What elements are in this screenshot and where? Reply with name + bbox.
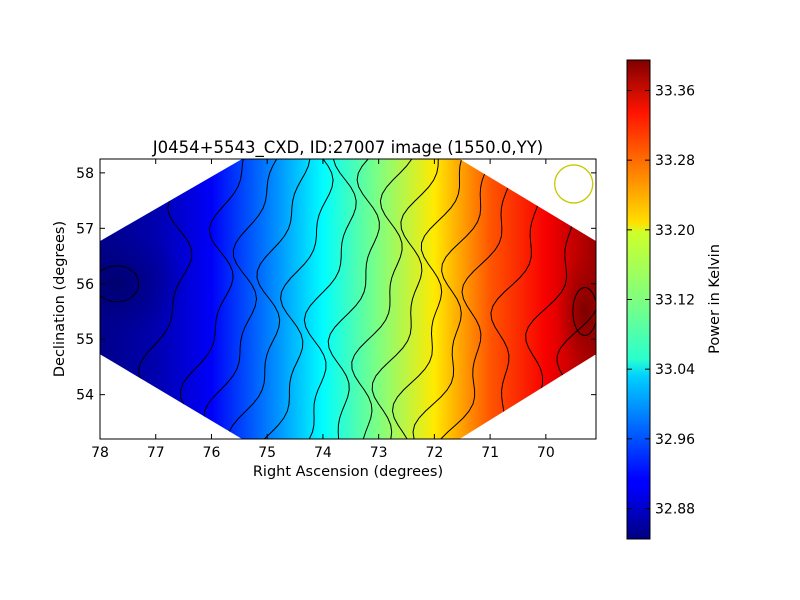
- plot-frame: [99, 158, 597, 440]
- contour-line: [100, 265, 140, 303]
- colorbar-tick-label: 32.88: [655, 502, 695, 518]
- colorbar-tick-label: 33.04: [655, 362, 695, 378]
- x-tick-label: 70: [537, 445, 555, 461]
- colorbar-tick-label: 33.20: [655, 223, 695, 239]
- colorbar-tick-label: 33.12: [655, 293, 695, 309]
- contour-line: [391, 159, 463, 439]
- x-tick-label: 76: [203, 445, 221, 461]
- contour-line: [303, 159, 357, 439]
- colorbar: 32.88 32.96 33.04 33.12 33.20 33.28 33.36 Powe…: [626, 59, 723, 540]
- x-tick-label: 78: [91, 445, 109, 461]
- contour-line: [412, 159, 491, 439]
- contour-line: [180, 159, 244, 439]
- colorbar-label: Power in Kelvin: [707, 244, 723, 354]
- x-tick-label: 75: [258, 445, 276, 461]
- plot-area: 78 77 76 75 74 73 72 71 70 54 55 56 57 58: [76, 158, 597, 461]
- maximum-region: [556, 251, 596, 372]
- minimum-region: [100, 228, 187, 339]
- chart-title: J0454+5543_CXD, ID:27007 image (1550.0,Y…: [152, 138, 543, 158]
- y-axis-label: Declination (degrees): [52, 221, 68, 377]
- colorbar-tick-label: 32.96: [655, 432, 695, 448]
- y-tick-label: 58: [76, 166, 94, 182]
- y-tick-label: 55: [76, 332, 94, 348]
- colorbar-ticks: 32.88 32.96 33.04 33.12 33.20 33.28 33.36: [627, 83, 695, 518]
- colorbar-gradient: [627, 60, 650, 539]
- x-tick-label: 77: [147, 445, 165, 461]
- contour-line: [327, 159, 380, 439]
- x-axis-label: Right Ascension (degrees): [253, 464, 443, 480]
- colorbar-tick-label: 33.36: [655, 83, 695, 99]
- contour-line: [263, 159, 334, 439]
- x-tick-label: 73: [370, 445, 388, 461]
- contour-line: [203, 159, 278, 439]
- x-axis-ticks: 78 77 76 75 74 73 72 71 70: [91, 159, 555, 461]
- contour-line: [572, 286, 596, 336]
- x-tick-label: 71: [481, 445, 499, 461]
- contour-line: [227, 159, 311, 439]
- contour-line: [351, 159, 413, 439]
- x-tick-label: 74: [314, 445, 332, 461]
- y-tick-label: 56: [76, 277, 94, 293]
- x-tick-label: 72: [425, 445, 443, 461]
- colorbar-tick-label: 33.28: [655, 153, 695, 169]
- heatmap-field: [100, 159, 596, 439]
- contour-line: [371, 159, 439, 439]
- y-axis-ticks: 54 55 56 57 58: [76, 166, 596, 404]
- y-tick-label: 57: [76, 221, 94, 237]
- y-tick-label: 54: [76, 388, 94, 404]
- beam-circle: [554, 164, 594, 204]
- contour-line: [440, 159, 512, 439]
